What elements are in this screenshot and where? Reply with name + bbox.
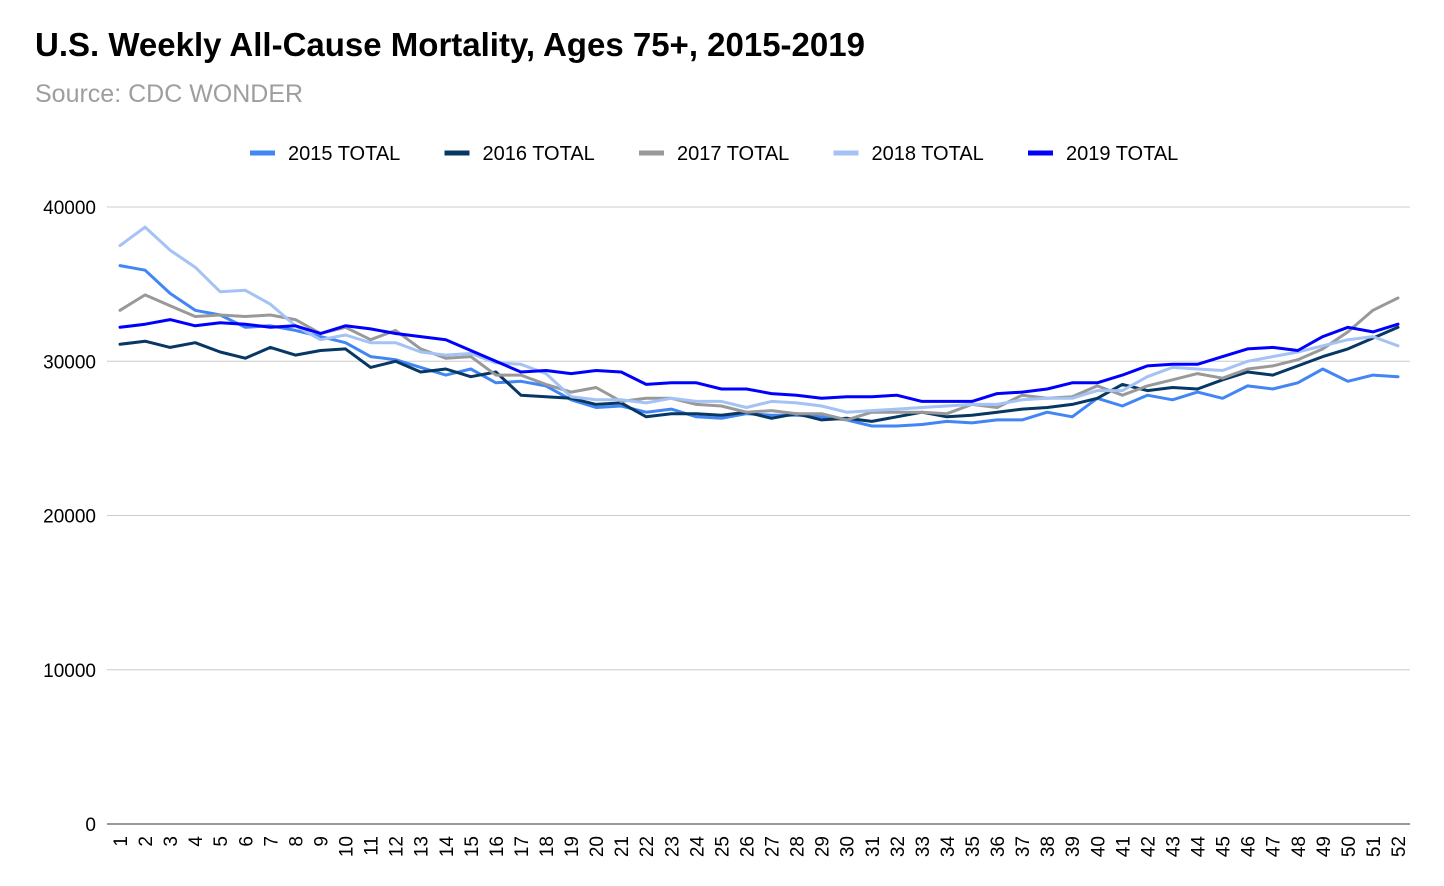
x-tick-label: 39 [1063, 836, 1084, 857]
x-tick-label: 40 [1088, 836, 1109, 857]
x-tick-label: 15 [462, 836, 483, 857]
x-tick-label: 30 [838, 836, 859, 857]
x-tick-label: 27 [763, 836, 784, 857]
x-tick-label: 31 [863, 836, 884, 857]
legend: 2015 TOTAL 2016 TOTAL 2017 TOTAL 2018 TOTAL… [250, 143, 1178, 165]
x-tick-label: 18 [537, 836, 558, 857]
x-tick-label: 23 [662, 836, 683, 857]
x-tick-label: 51 [1364, 836, 1385, 857]
x-tick-label: 41 [1113, 836, 1134, 857]
legend-label: 2015 TOTAL [288, 143, 400, 165]
x-tick-label: 21 [612, 836, 633, 857]
x-tick-label: 7 [261, 836, 282, 847]
x-tick-label: 4 [186, 836, 207, 847]
y-tick-label: 20000 [43, 507, 96, 528]
y-tick-label: 10000 [43, 661, 96, 682]
x-tick-label: 2 [136, 836, 157, 847]
x-tick-label: 43 [1163, 836, 1184, 857]
x-tick-label: 38 [1038, 836, 1059, 857]
legend-item: 2016 TOTAL [444, 143, 595, 165]
chart-subtitle: Source: CDC WONDER [35, 80, 304, 108]
x-tick-label: 24 [687, 836, 708, 858]
x-tick-label: 19 [562, 836, 583, 857]
y-tick-label: 40000 [43, 198, 96, 219]
y-axis: 0 10000 20000 30000 40000 [43, 198, 96, 836]
x-tick-label: 50 [1339, 836, 1360, 857]
x-tick-label: 29 [813, 836, 834, 857]
x-tick-label: 42 [1138, 836, 1159, 857]
x-tick-label: 13 [412, 836, 433, 857]
x-tick-label: 45 [1214, 836, 1235, 857]
x-tick-label: 34 [938, 836, 959, 858]
x-tick-label: 9 [311, 836, 332, 847]
x-tick-label: 49 [1314, 836, 1335, 857]
x-tick-label: 26 [737, 836, 758, 857]
x-tick-label: 14 [437, 836, 458, 858]
x-tick-label: 8 [286, 836, 307, 847]
y-tick-label: 0 [85, 815, 96, 836]
x-tick-label: 5 [211, 836, 232, 847]
legend-item: 2017 TOTAL [639, 143, 789, 165]
x-tick-label: 44 [1189, 836, 1210, 858]
x-tick-label: 3 [161, 836, 182, 847]
x-tick-label: 28 [788, 836, 809, 857]
series-line-4 [118, 225, 1400, 414]
series-line-1 [118, 264, 1400, 428]
legend-label: 2019 TOTAL [1066, 143, 1178, 165]
grid-lines [107, 206, 1410, 825]
x-axis: 1 2 3 4 5 6 7 8 9 10 11 12 13 14 15 16 17 18 19 20 21 22 23 24 2… [111, 836, 1410, 858]
chart-title: U.S. Weekly All-Cause Mortality, Ages 75… [35, 26, 865, 63]
series-line-2 [118, 325, 1400, 423]
x-tick-label: 12 [387, 836, 408, 857]
x-tick-label: 52 [1389, 836, 1410, 857]
x-tick-label: 6 [236, 836, 257, 847]
x-tick-label: 17 [512, 836, 533, 857]
x-tick-label: 11 [362, 836, 383, 856]
x-tick-label: 37 [1013, 836, 1034, 857]
x-tick-label: 22 [637, 836, 658, 857]
series-lines [118, 225, 1400, 428]
series-line-5 [118, 318, 1400, 403]
x-tick-label: 32 [888, 836, 909, 857]
x-tick-label: 36 [988, 836, 1009, 857]
legend-item: 2018 TOTAL [833, 143, 984, 165]
x-tick-label: 1 [111, 836, 132, 847]
x-tick-label: 35 [963, 836, 984, 857]
legend-label: 2016 TOTAL [483, 143, 595, 165]
x-tick-label: 16 [487, 836, 508, 857]
x-tick-label: 10 [337, 836, 358, 857]
x-tick-label: 48 [1289, 836, 1310, 857]
x-tick-label: 20 [587, 836, 608, 857]
series-line-3 [118, 293, 1400, 422]
legend-item: 2015 TOTAL [250, 143, 400, 165]
x-tick-label: 47 [1264, 836, 1285, 857]
legend-item: 2019 TOTAL [1028, 143, 1178, 165]
legend-label: 2017 TOTAL [677, 143, 789, 165]
y-tick-label: 30000 [43, 352, 96, 373]
legend-label: 2018 TOTAL [872, 143, 984, 165]
x-tick-label: 46 [1239, 836, 1260, 857]
x-tick-label: 25 [712, 836, 733, 857]
x-tick-label: 33 [913, 836, 934, 857]
